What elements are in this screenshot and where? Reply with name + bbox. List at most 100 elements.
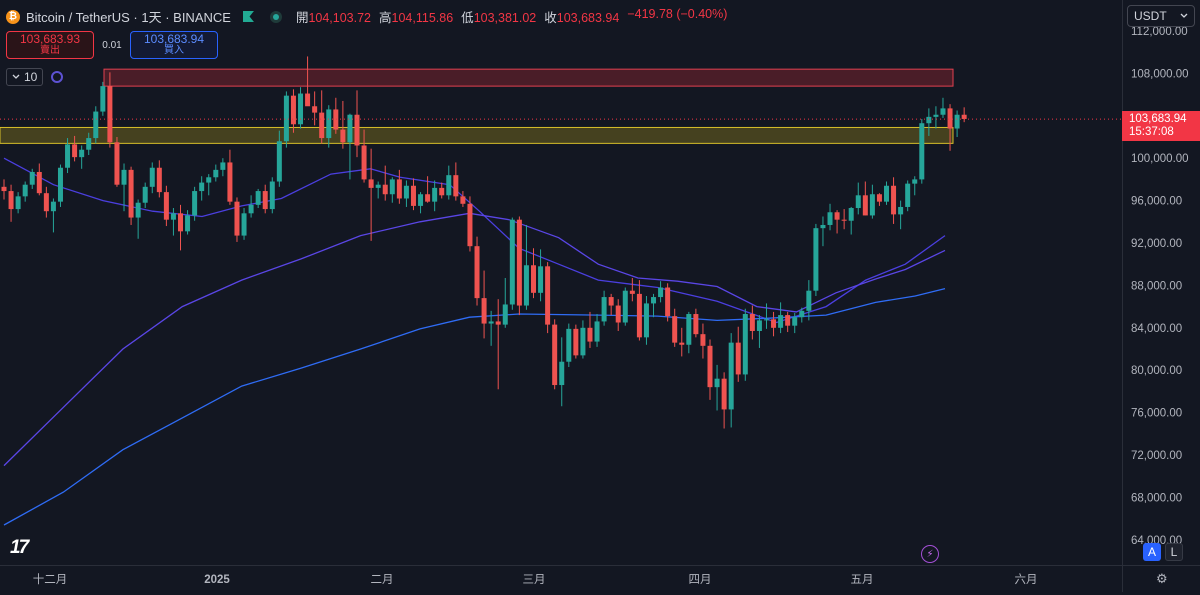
sell-label: 賣出 <box>40 45 60 56</box>
candle <box>142 182 148 209</box>
candle-body <box>283 95 289 142</box>
currency-select[interactable]: USDT <box>1127 5 1195 27</box>
candle <box>439 182 445 199</box>
candle <box>276 130 282 187</box>
log-scale-button[interactable]: L <box>1165 543 1183 561</box>
candle <box>262 184 268 214</box>
candle-body <box>128 169 134 218</box>
candle-body <box>298 93 304 125</box>
candle <box>933 106 939 129</box>
candle <box>425 176 431 203</box>
candle <box>954 110 960 137</box>
candle <box>608 293 614 316</box>
ohlc-values: 開104,103.72 高104,115.86 低103,381.02 收103… <box>296 7 727 26</box>
candle <box>940 97 946 118</box>
candle-body <box>57 167 63 202</box>
price-tick: 100,000.00 <box>1131 153 1189 165</box>
candle <box>290 89 296 133</box>
lightning-icon[interactable]: ⚡ <box>921 545 939 563</box>
candle <box>820 216 826 247</box>
candle <box>192 186 198 221</box>
candlestick-chart[interactable] <box>0 0 1122 565</box>
candle-body <box>686 314 692 345</box>
candle-body <box>79 149 85 158</box>
flag-icon[interactable] <box>242 11 254 22</box>
candle <box>806 280 812 321</box>
candle-body <box>876 194 882 202</box>
candle <box>269 177 275 214</box>
candle <box>227 149 233 205</box>
candle-body <box>488 321 494 324</box>
symbol-title[interactable]: Bitcoin / TetherUS · 1天 · BINANCE <box>26 10 231 25</box>
candle-body <box>354 114 360 146</box>
candle <box>785 311 791 333</box>
candle <box>749 305 755 340</box>
candle-body <box>884 185 889 202</box>
candle-body <box>700 334 706 346</box>
candle-body <box>615 305 621 323</box>
candle <box>156 160 162 198</box>
candle <box>742 308 748 381</box>
indicator-toggle[interactable]: 10 <box>6 68 44 86</box>
candle-body <box>340 129 346 143</box>
bar-countdown: 15:37:08 <box>1129 126 1174 139</box>
indicator-count: 10 <box>24 70 38 84</box>
candle-body <box>50 201 56 212</box>
high-value: 104,115.86 <box>391 11 454 25</box>
price-axis[interactable]: 112,000.00108,000.00104,000.00100,000.00… <box>1122 0 1200 565</box>
currency-value: USDT <box>1134 9 1167 23</box>
gear-icon[interactable]: ⚙ <box>1156 571 1168 586</box>
candle-body <box>636 293 642 338</box>
price-tick: 92,000.00 <box>1131 238 1182 250</box>
candle <box>622 287 628 326</box>
candle-body <box>206 177 212 183</box>
sell-button[interactable]: 103,683.93 賣出 <box>6 31 94 59</box>
candle-body <box>721 378 727 410</box>
candle <box>453 162 459 201</box>
candle <box>707 339 713 400</box>
candle <box>255 188 261 209</box>
current-price: 103,683.94 <box>1129 113 1187 126</box>
candle-body <box>269 181 275 210</box>
bitcoin-icon[interactable]: ₿ <box>6 9 20 24</box>
auto-scale-button[interactable]: A <box>1143 543 1161 561</box>
candle <box>418 192 424 214</box>
low-label: 低 <box>461 11 474 25</box>
candle-body <box>933 114 939 117</box>
candle <box>163 185 169 227</box>
candle-body <box>559 361 565 386</box>
candle-body <box>622 290 628 323</box>
candle <box>79 145 85 169</box>
candle <box>199 176 205 201</box>
candle-body <box>608 297 614 306</box>
candle-body <box>580 327 586 356</box>
candle-body <box>905 183 911 207</box>
candle-body <box>1 186 7 192</box>
candle <box>8 184 14 222</box>
candle <box>658 281 664 303</box>
buy-button[interactable]: 103,683.94 買入 <box>130 31 218 59</box>
candle <box>728 333 734 428</box>
candle <box>93 106 99 144</box>
candle-body <box>36 171 42 194</box>
candle <box>523 224 529 310</box>
change-value: −419.78 (−0.40%) <box>627 7 728 21</box>
candle-body <box>516 219 522 306</box>
market-status-icon[interactable] <box>269 10 282 23</box>
candle <box>488 310 494 346</box>
candle-body <box>43 193 49 212</box>
buy-price: 103,683.94 <box>143 32 205 46</box>
tradingview-logo[interactable]: 17 <box>10 537 29 558</box>
candle-body <box>672 316 678 343</box>
candle <box>170 208 176 236</box>
time-tick: 二月 <box>371 574 394 586</box>
ma-mid-line <box>3 212 946 467</box>
candle <box>693 308 699 338</box>
candle <box>947 104 953 151</box>
indicator-icon[interactable] <box>51 71 64 83</box>
chart-pane[interactable] <box>0 0 1122 565</box>
candle-body <box>813 228 819 291</box>
time-axis[interactable]: 十二月 2025 二月 三月 四月 五月 六月 <box>0 565 1122 592</box>
candle-body <box>707 345 713 388</box>
candle-body <box>573 328 579 356</box>
